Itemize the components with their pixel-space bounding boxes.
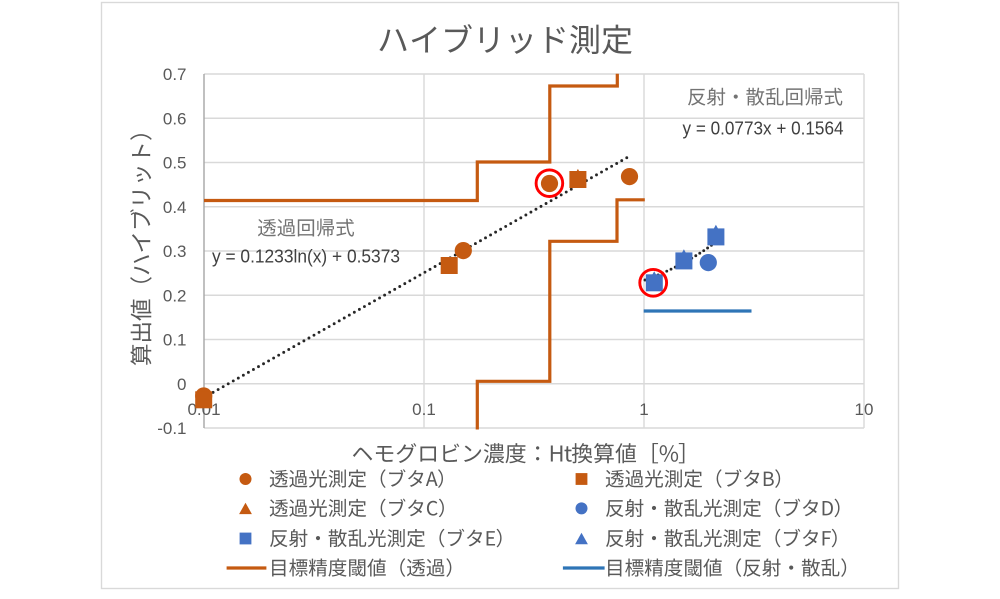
svg-text:0.5: 0.5 <box>163 154 187 173</box>
svg-text:0.2: 0.2 <box>163 286 187 305</box>
svg-text:y = 0.1233ln(x) + 0.5373: y = 0.1233ln(x) + 0.5373 <box>212 247 400 267</box>
svg-text:0.3: 0.3 <box>163 242 187 261</box>
svg-text:0.7: 0.7 <box>163 65 187 84</box>
svg-text:10: 10 <box>855 400 874 419</box>
svg-text:1: 1 <box>639 400 648 419</box>
svg-text:0.4: 0.4 <box>163 198 187 217</box>
svg-text:y = 0.0773x + 0.1564: y = 0.0773x + 0.1564 <box>683 119 844 139</box>
svg-text:0.6: 0.6 <box>163 110 187 129</box>
svg-text:-0.1: -0.1 <box>157 419 186 438</box>
svg-text:0.1: 0.1 <box>163 331 187 350</box>
svg-text:0: 0 <box>177 375 186 394</box>
svg-text:0.1: 0.1 <box>412 400 436 419</box>
